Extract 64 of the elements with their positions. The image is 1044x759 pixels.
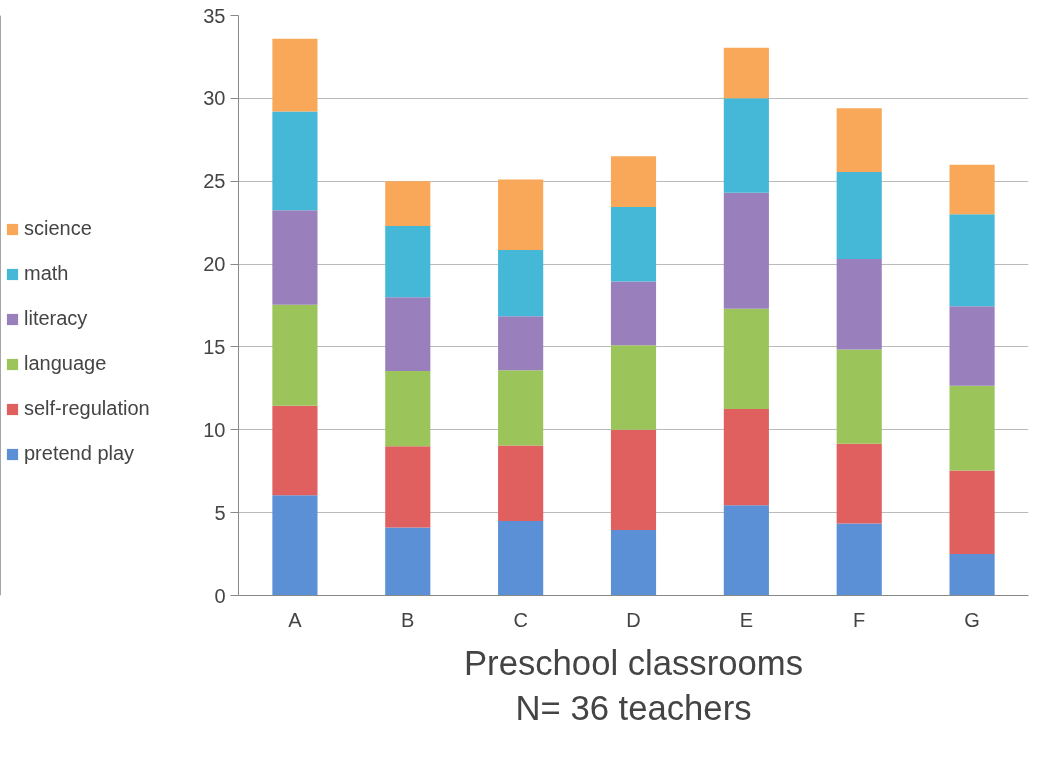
bar <box>498 445 544 521</box>
bar <box>836 523 882 596</box>
bar <box>385 446 431 528</box>
legend-label: math <box>24 262 69 285</box>
bar <box>385 370 431 447</box>
bar <box>949 470 995 555</box>
bar <box>610 206 657 282</box>
bar <box>836 349 882 444</box>
bar <box>723 308 769 410</box>
y-tick-label: 30 <box>203 87 226 110</box>
y-tick-label: 15 <box>203 335 226 358</box>
bar <box>723 505 769 596</box>
bar <box>949 214 995 307</box>
bar <box>836 172 882 260</box>
bar <box>272 405 318 496</box>
bar <box>498 316 544 371</box>
bar <box>610 345 657 430</box>
x-tick-label: G <box>964 608 980 631</box>
y-tick-label: 5 <box>214 501 226 524</box>
bar <box>385 297 431 371</box>
bar <box>949 554 995 596</box>
x-tick-label: F <box>853 608 866 631</box>
x-tick-label: E <box>739 608 754 631</box>
bar <box>723 98 769 193</box>
y-tick-label: 0 <box>214 584 226 607</box>
bar <box>272 111 318 211</box>
bar <box>385 181 431 226</box>
bar <box>723 47 769 99</box>
bar <box>949 385 995 471</box>
bar <box>610 281 657 346</box>
bar <box>610 530 657 596</box>
bar <box>272 38 318 112</box>
x-tick-label: B <box>401 608 415 631</box>
y-tick-label: 20 <box>203 253 226 276</box>
y-tick-label: 35 <box>203 4 226 27</box>
bar <box>385 527 431 596</box>
bar <box>272 210 318 305</box>
bar <box>836 259 882 350</box>
bar <box>610 429 657 531</box>
x-axis-title: Preschool classrooms N= 36 teachers <box>464 643 803 728</box>
legend-label: self-regulation <box>24 397 150 420</box>
legend-label: language <box>24 352 107 375</box>
bar <box>498 370 544 446</box>
bar <box>949 306 995 386</box>
bar <box>272 495 318 596</box>
legend-label: pretend play <box>24 442 135 465</box>
bar <box>610 156 657 207</box>
bar <box>498 179 544 250</box>
bar <box>836 108 882 173</box>
y-tick-label: 10 <box>203 418 226 441</box>
bar <box>385 225 431 298</box>
bar <box>272 304 318 406</box>
bar <box>836 443 882 524</box>
x-tick-label: A <box>288 608 303 631</box>
x-tick-label: C <box>513 608 528 631</box>
y-tick-label: 25 <box>203 170 226 193</box>
bar <box>498 520 544 596</box>
legend-label: literacy <box>24 307 88 330</box>
legend-label: science <box>24 217 92 240</box>
bar <box>949 164 995 215</box>
bar <box>723 192 769 309</box>
bar <box>498 249 544 317</box>
x-tick-label: D <box>626 608 641 631</box>
bar <box>723 409 769 506</box>
